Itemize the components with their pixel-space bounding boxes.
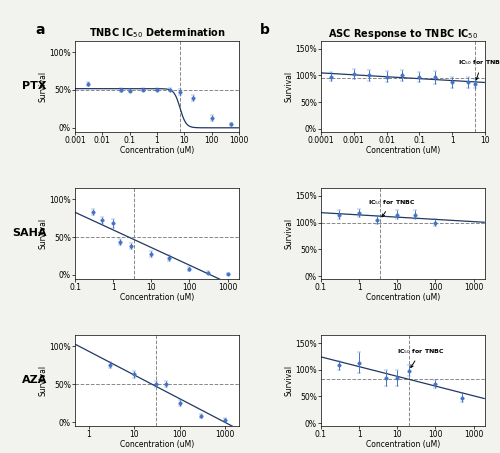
Text: a: a [35,23,44,37]
X-axis label: Concentration (uM): Concentration (uM) [366,293,440,302]
Y-axis label: Survival: Survival [285,365,294,396]
Y-axis label: Survival: Survival [285,71,294,102]
Text: IC$_{50}$ for TNBC: IC$_{50}$ for TNBC [398,347,444,367]
Y-axis label: Survival: Survival [39,71,48,102]
Y-axis label: Survival: Survival [39,218,48,249]
X-axis label: Concentration (uM): Concentration (uM) [120,440,194,449]
X-axis label: Concentration (uM): Concentration (uM) [120,146,194,155]
X-axis label: Concentration (uM): Concentration (uM) [120,293,194,302]
Title: ASC Response to TNBC IC$_{50}$: ASC Response to TNBC IC$_{50}$ [328,27,478,41]
Text: IC$_{50}$ for TNBC: IC$_{50}$ for TNBC [368,198,416,217]
Y-axis label: Survival: Survival [285,218,294,249]
X-axis label: Concentration (uM): Concentration (uM) [366,440,440,449]
X-axis label: Concentration (uM): Concentration (uM) [366,146,440,155]
Text: AZA: AZA [22,376,48,386]
Text: b: b [260,23,270,37]
Title: TNBC IC$_{50}$ Determination: TNBC IC$_{50}$ Determination [88,27,226,40]
Y-axis label: Survival: Survival [39,365,48,396]
Text: PTX: PTX [22,81,46,91]
Text: IC$_{50}$ for TNBC: IC$_{50}$ for TNBC [458,58,500,80]
Text: SAHA: SAHA [12,228,47,238]
